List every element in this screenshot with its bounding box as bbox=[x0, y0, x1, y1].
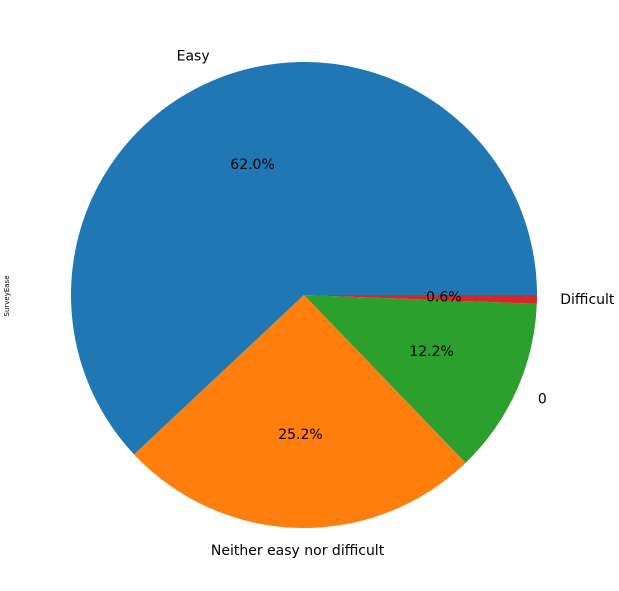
pie-slice-easy bbox=[71, 61, 537, 455]
pie-slice-0 bbox=[304, 295, 537, 463]
slice-label-neither-easy-nor-difficult: Neither easy nor difficult bbox=[211, 543, 385, 559]
y-axis-label: SurveyEase bbox=[3, 275, 11, 316]
pie-slice-neither-easy-nor-difficult bbox=[134, 295, 466, 529]
slice-label-easy: Easy bbox=[177, 49, 210, 65]
slice-pct-difficult: 0.6% bbox=[426, 290, 462, 306]
slice-label-0: 0 bbox=[538, 392, 547, 408]
slice-pct-0: 12.2% bbox=[409, 344, 453, 360]
slice-pct-neither-easy-nor-difficult: 25.2% bbox=[278, 427, 322, 443]
pie-labels: Easy 62.0% Neither easy nor difficult 25.2%… bbox=[177, 49, 615, 560]
slice-label-difficult: Difficult bbox=[560, 292, 615, 308]
slice-pct-easy: 62.0% bbox=[230, 157, 274, 173]
pie-slices bbox=[71, 61, 537, 529]
pie-slice-difficult bbox=[304, 295, 537, 304]
